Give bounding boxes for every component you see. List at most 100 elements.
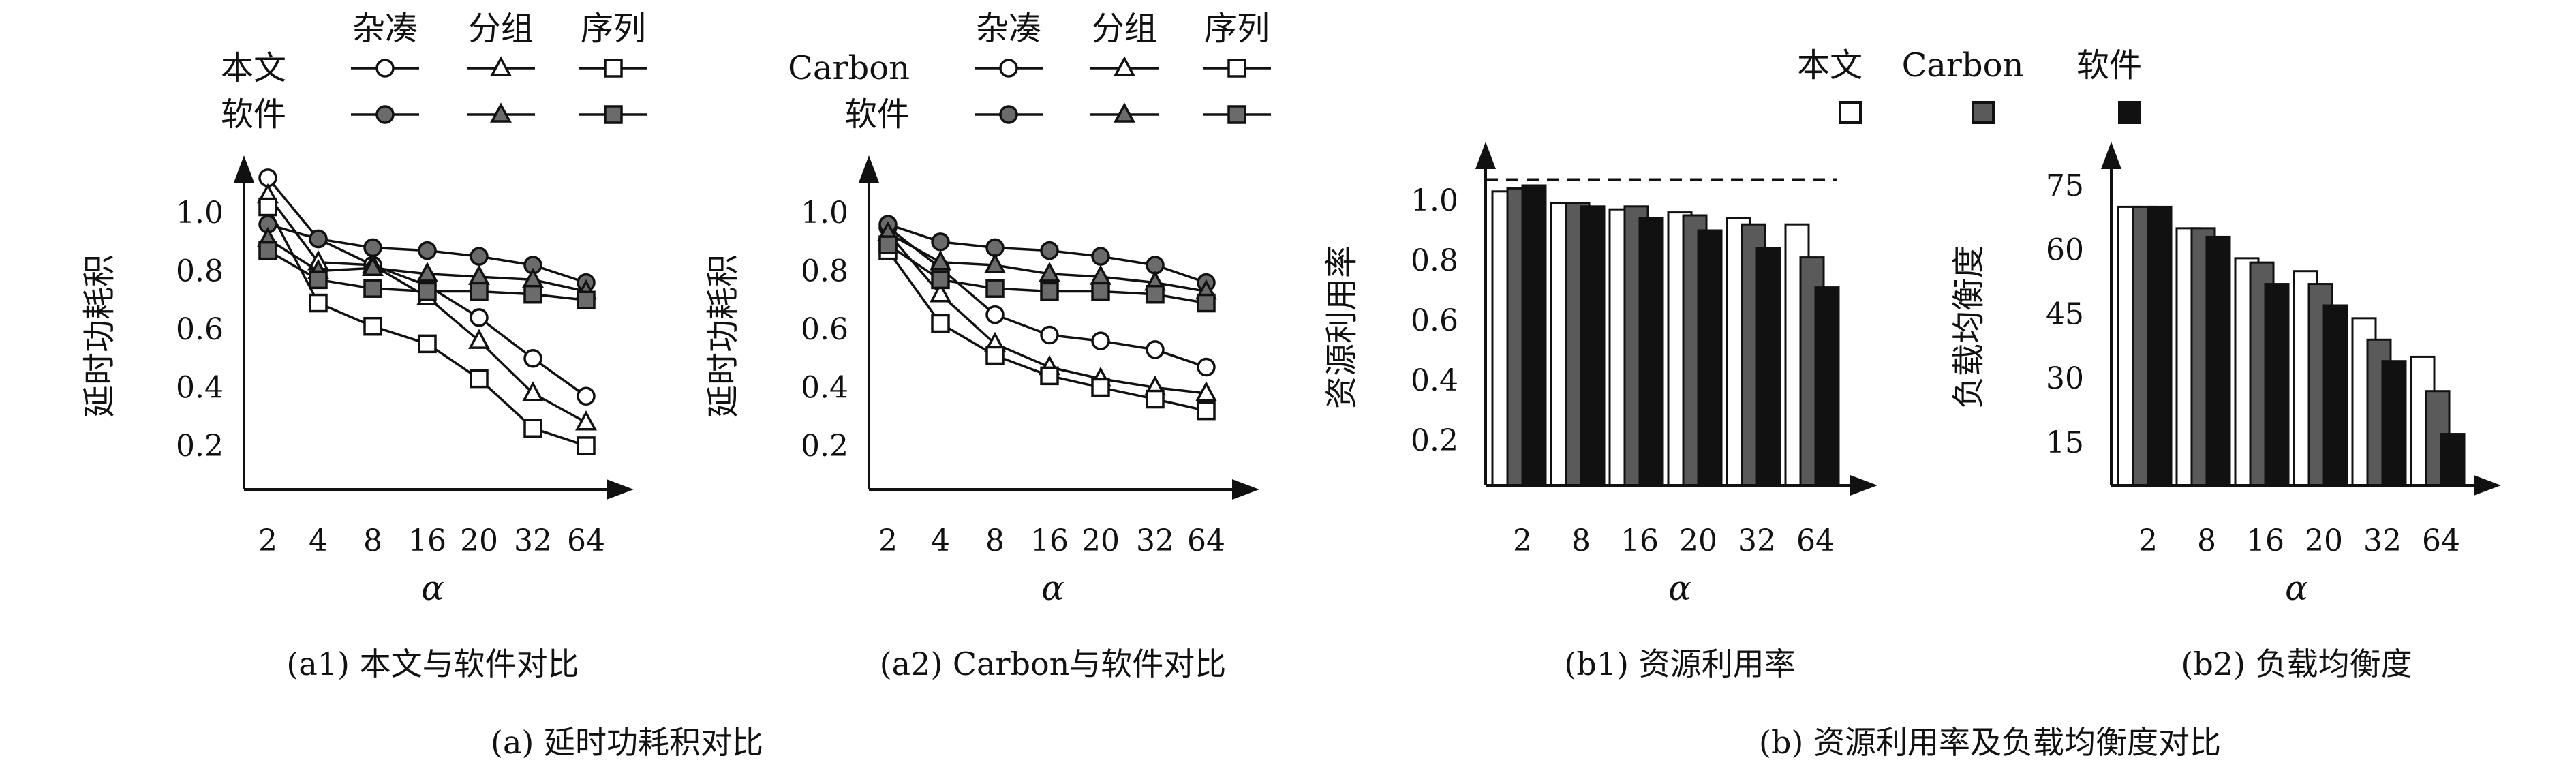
b1-x-tick-label: 20 — [1679, 524, 1717, 558]
a2-data-point — [1040, 241, 1059, 260]
a1-data-point — [470, 369, 489, 389]
a2-x-axis-label: α — [1041, 569, 1064, 608]
a1-data-point — [416, 262, 438, 282]
b1-x-tick-label: 64 — [1796, 524, 1835, 558]
b2-bar-软件 — [2440, 433, 2466, 487]
b2-y-tick-label: 30 — [2046, 361, 2084, 396]
a2-data-point — [931, 314, 950, 333]
a2-legend-marker — [1114, 102, 1135, 123]
a1-x-tick-label: 2 — [258, 524, 277, 558]
a2-legend-row-label: Carbon — [788, 49, 910, 87]
a1-data-point — [309, 229, 328, 249]
a2-y-axis-label: 延时功耗积 — [704, 254, 742, 418]
b1-y-axis-label: 资源利用率 — [1323, 245, 1361, 409]
a1-x-tick-label: 16 — [408, 524, 446, 558]
a1-data-point — [418, 282, 437, 301]
a2-x-tick-label: 16 — [1030, 524, 1069, 558]
a2-data-point — [1091, 247, 1110, 266]
a1-data-point — [468, 329, 490, 349]
bar-legend-label: 本文 — [1797, 46, 1862, 85]
a1-legend-column-label: 分组 — [468, 10, 534, 48]
a2-data-point — [1195, 381, 1217, 401]
b2-x-tick-label: 64 — [2422, 524, 2460, 558]
a1-x-tick-label: 4 — [309, 524, 328, 558]
a2-data-point — [984, 253, 1006, 273]
a2-data-point — [1146, 389, 1165, 409]
figure-caption-a: (a) 延时功耗积对比 — [491, 724, 763, 761]
a2-data-point — [1197, 357, 1216, 377]
a2-data-point — [1091, 378, 1110, 397]
figure-caption-b: (b) 资源利用率及负载均衡度对比 — [1759, 724, 2221, 761]
a1-y-tick-label: 0.6 — [176, 312, 224, 347]
a1-legend-marker — [604, 59, 623, 78]
a2-y-tick-label: 1.0 — [801, 196, 848, 230]
a1-y-axis-arrow — [234, 155, 254, 183]
a1-data-point — [363, 238, 382, 258]
b1-caption: (b1) 资源利用率 — [1564, 646, 1795, 682]
a2-legend-marker — [1114, 56, 1135, 76]
a1-data-point — [522, 381, 544, 401]
a1-legend-marker — [604, 105, 623, 124]
b2-x-axis-arrow — [2474, 475, 2501, 496]
b2-y-tick-label: 75 — [2046, 168, 2084, 203]
a1-y-tick-label: 1.0 — [176, 196, 224, 230]
b1-x-axis-label: α — [1668, 569, 1691, 608]
a1-legend-row-label: 本文 — [221, 49, 286, 87]
b1-y-axis-arrow — [1475, 142, 1496, 169]
a1-data-point — [258, 241, 277, 260]
a2-legend-marker — [999, 59, 1018, 78]
a1-legend-marker — [375, 59, 395, 78]
b2-y-tick-label: 60 — [2046, 232, 2084, 267]
b2-bar-软件 — [2205, 235, 2231, 487]
b1-x-tick-label: 16 — [1621, 524, 1659, 558]
bar-legend-swatch — [2118, 101, 2141, 124]
b2-x-tick-label: 32 — [2363, 524, 2402, 558]
a2-data-point — [878, 235, 898, 254]
a1-data-point — [523, 348, 542, 368]
b1-x-tick-label: 8 — [1571, 524, 1591, 558]
bar-legend-label: Carbon — [1902, 46, 2024, 85]
b1-y-tick-label: 0.8 — [1411, 243, 1458, 278]
a1-legend-column-label: 杂凑 — [352, 10, 418, 48]
a1-y-tick-label: 0.2 — [176, 429, 224, 464]
a2-data-point — [1039, 262, 1060, 282]
a2-data-point — [985, 346, 1005, 365]
b2-y-axis-label: 负载均衡度 — [1950, 245, 1988, 409]
a1-legend-marker — [375, 105, 395, 124]
a2-x-tick-label: 8 — [985, 524, 1005, 558]
a1-data-point — [577, 436, 596, 455]
a2-data-point — [1040, 325, 1059, 345]
a1-data-point — [363, 316, 382, 336]
a2-data-point — [1040, 366, 1059, 386]
a2-data-point — [930, 282, 951, 303]
a2-y-tick-label: 0.2 — [801, 429, 848, 464]
b1-bar-软件 — [1638, 217, 1664, 487]
b2-y-axis-arrow — [2101, 142, 2121, 169]
bar-legend-swatch — [1972, 101, 1995, 124]
b1-y-tick-label: 1.0 — [1411, 183, 1458, 218]
b2-y-tick-label: 15 — [2046, 425, 2084, 460]
a1-data-point — [470, 282, 489, 301]
a2-legend-column-label: 杂凑 — [976, 10, 1041, 48]
bar-legend-label: 软件 — [2076, 46, 2142, 85]
a2-data-point — [1040, 282, 1059, 301]
a1-x-tick-label: 64 — [567, 524, 605, 558]
b1-y-tick-label: 0.2 — [1411, 423, 1458, 458]
b1-bar-软件 — [1580, 205, 1606, 487]
a2-x-tick-label: 64 — [1187, 524, 1225, 558]
a1-y-tick-label: 0.4 — [176, 370, 224, 405]
a2-legend-column-label: 序列 — [1204, 10, 1270, 48]
a1-data-point — [575, 410, 597, 431]
b2-x-tick-label: 20 — [2305, 524, 2343, 558]
a2-caption: (a2) Carbon与软件对比 — [880, 646, 1227, 682]
a1-data-point — [363, 279, 382, 298]
a2-data-point — [931, 232, 950, 252]
b1-bar-软件 — [1697, 229, 1723, 487]
a2-x-tick-label: 32 — [1136, 524, 1174, 558]
a1-caption: (a1) 本文与软件对比 — [286, 646, 579, 682]
a1-data-point — [418, 241, 437, 260]
a1-x-axis-arrow — [607, 479, 634, 500]
a2-data-point — [985, 279, 1005, 298]
a2-data-point — [1091, 282, 1110, 301]
